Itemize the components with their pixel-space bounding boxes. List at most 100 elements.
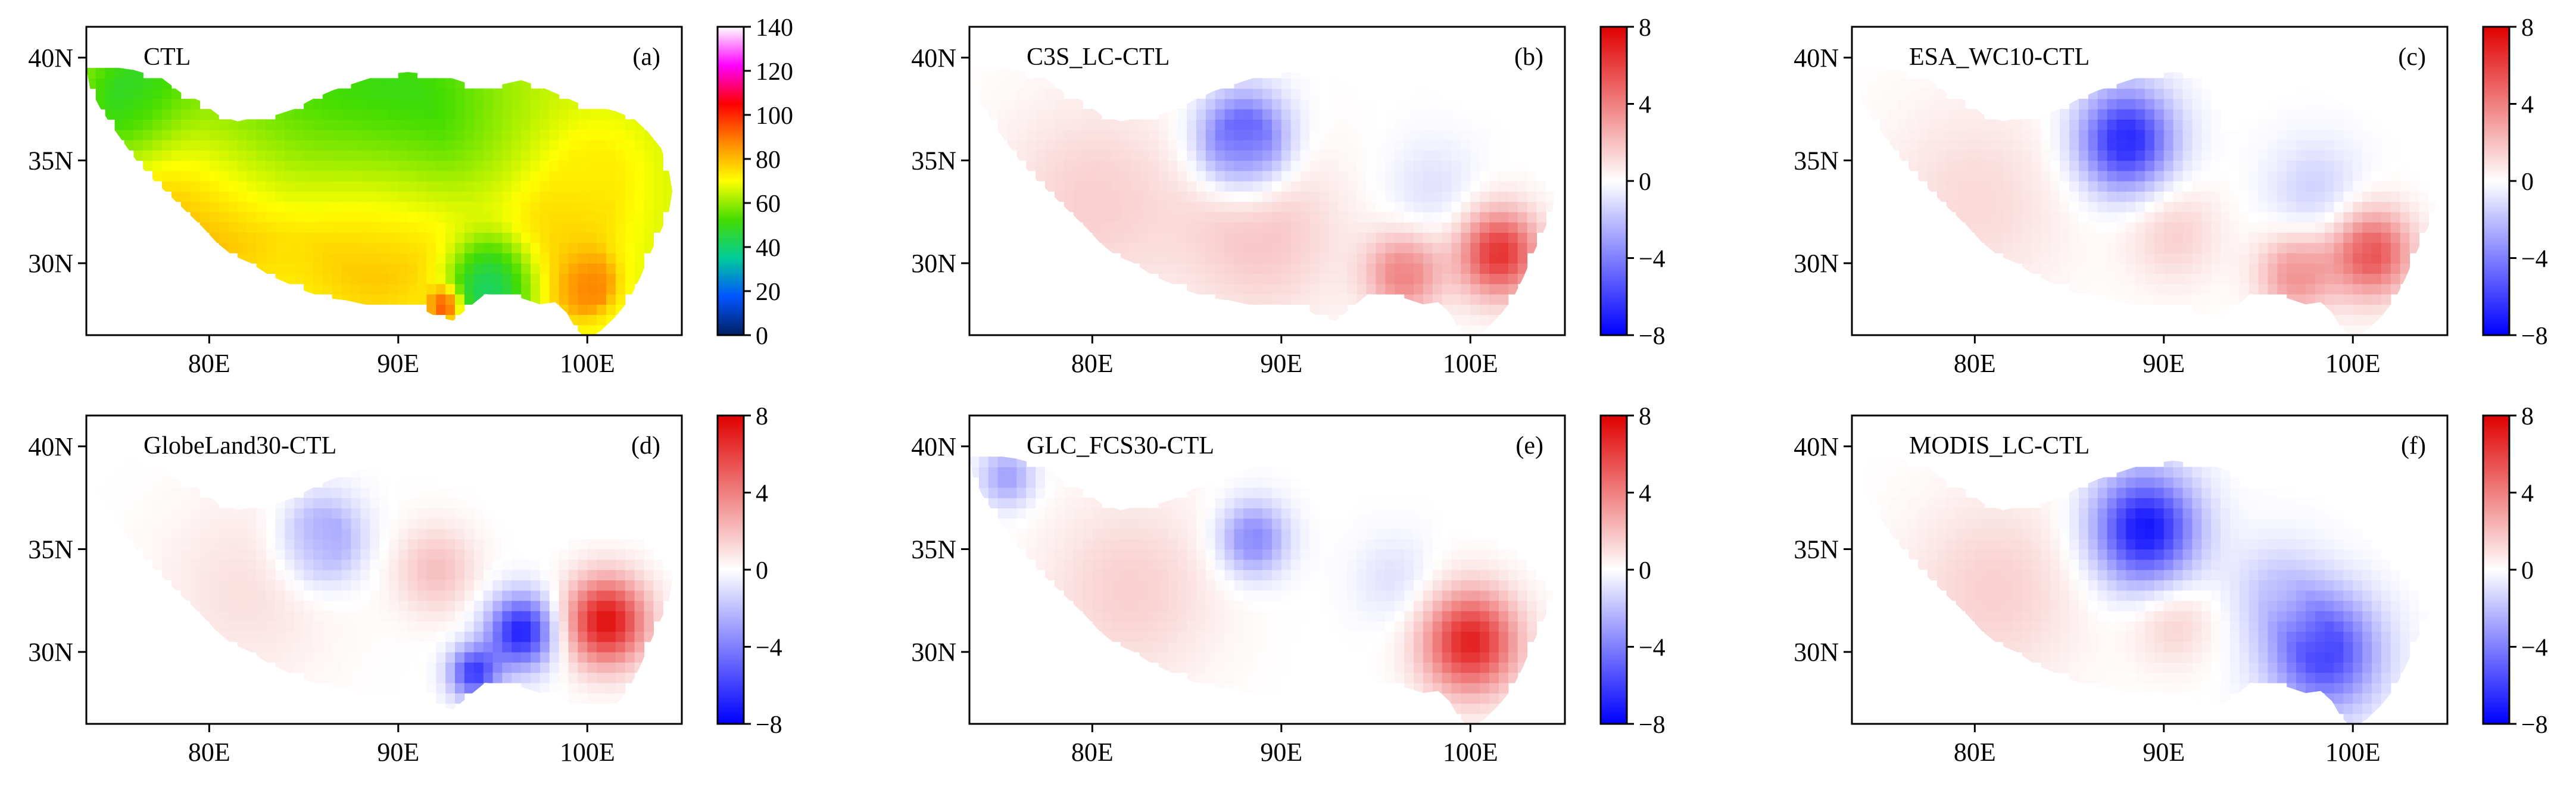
heatmap-cell	[256, 181, 267, 192]
heatmap-cell	[114, 68, 125, 79]
heatmap-cell	[2116, 150, 2126, 161]
heatmap-cell	[370, 580, 380, 591]
heatmap-cell	[2201, 304, 2212, 316]
heatmap-cell	[171, 181, 182, 192]
heatmap-cell	[388, 600, 399, 611]
heatmap-cell	[531, 590, 541, 601]
heatmap-cell	[2173, 78, 2184, 89]
heatmap-cell	[597, 600, 607, 611]
heatmap-cell	[2390, 160, 2401, 171]
heatmap-cell	[2116, 181, 2126, 192]
heatmap-cell	[1356, 211, 1367, 223]
heatmap-cell	[445, 273, 456, 285]
heatmap-cell	[531, 191, 541, 202]
heatmap-cell	[228, 222, 238, 233]
heatmap-cell	[1281, 631, 1292, 642]
heatmap-cell	[473, 88, 484, 99]
heatmap-cell	[322, 98, 333, 110]
heatmap-cell	[615, 150, 626, 161]
heatmap-cell	[1328, 88, 1339, 99]
heatmap-cell	[398, 611, 408, 621]
heatmap-cell	[2353, 314, 2363, 326]
heatmap-cell	[2211, 150, 2221, 161]
heatmap-cell	[455, 652, 465, 663]
heatmap-cell	[1366, 580, 1377, 591]
heatmap-cell	[351, 467, 361, 478]
heatmap-cell	[1536, 211, 1546, 223]
heatmap-cell	[370, 528, 380, 539]
heatmap-cell	[1196, 498, 1206, 508]
heatmap-cell	[313, 119, 323, 130]
heatmap-cell	[464, 682, 475, 694]
heatmap-cell	[1328, 641, 1339, 652]
heatmap-cell	[1139, 201, 1150, 213]
heatmap-cell	[1215, 508, 1225, 519]
heatmap-cell	[1149, 611, 1159, 621]
heatmap-cell	[133, 139, 144, 151]
heatmap-cell	[1489, 109, 1499, 120]
heatmap-cell	[256, 160, 267, 171]
heatmap-cell	[238, 201, 248, 213]
heatmap-cell	[1508, 211, 1518, 223]
heatmap-cell	[1347, 590, 1358, 601]
heatmap-cell	[370, 652, 380, 663]
heatmap-cell	[2305, 263, 2316, 274]
heatmap-cell	[2088, 283, 2098, 295]
heatmap-cell	[105, 88, 116, 99]
heatmap-cell	[1243, 487, 1253, 498]
heatmap-cell	[238, 539, 248, 550]
heatmap-cell	[1149, 528, 1159, 539]
heatmap-cell	[398, 662, 408, 673]
heatmap-cell	[1928, 129, 1938, 140]
heatmap-cell	[1489, 139, 1499, 151]
heatmap-cell	[578, 672, 588, 683]
heatmap-cell	[2192, 129, 2202, 140]
heatmap-cell	[1338, 559, 1348, 570]
heatmap-cell	[1205, 150, 1216, 161]
heatmap-cell	[1187, 252, 1197, 264]
heatmap-cell	[531, 498, 541, 508]
heatmap-cell	[1168, 590, 1178, 601]
heatmap-cell	[219, 549, 229, 560]
heatmap-cell	[1508, 139, 1518, 151]
heatmap-cell	[275, 263, 285, 274]
heatmap-cell	[1215, 181, 1225, 192]
heatmap-cell	[1385, 263, 1395, 274]
heatmap-cell	[1054, 88, 1065, 99]
heatmap-cell	[2239, 293, 2250, 305]
heatmap-cell	[1975, 211, 1985, 223]
heatmap-cell	[559, 611, 569, 621]
heatmap-cell	[247, 191, 257, 202]
heatmap-cell	[1224, 518, 1235, 529]
heatmap-cell	[597, 314, 607, 326]
heatmap-cell	[1527, 191, 1537, 202]
heatmap-cell	[322, 222, 333, 233]
heatmap-cell	[502, 211, 512, 223]
heatmap-cell	[997, 518, 1008, 529]
heatmap-cell	[2315, 129, 2325, 140]
heatmap-cell	[1281, 222, 1292, 233]
heatmap-cell	[285, 498, 295, 508]
y-tick-label: 30N	[1794, 249, 1839, 278]
heatmap-cell	[2221, 129, 2231, 140]
heatmap-cell	[502, 539, 512, 550]
heatmap-cell	[370, 129, 380, 140]
heatmap-cell	[2201, 252, 2212, 264]
heatmap-cell	[2324, 232, 2335, 243]
heatmap-cell	[1385, 273, 1395, 285]
heatmap-cell	[1366, 252, 1377, 264]
heatmap-cell	[351, 129, 361, 140]
heatmap-cell	[162, 518, 172, 529]
heatmap-cell	[1356, 150, 1367, 161]
heatmap-cell	[464, 283, 475, 295]
heatmap-cell	[2060, 129, 2070, 140]
heatmap-cell	[1139, 528, 1150, 539]
heatmap-cell	[1026, 508, 1036, 519]
heatmap-cell	[2258, 222, 2268, 233]
heatmap-cell	[209, 559, 219, 570]
heatmap-cell	[426, 672, 436, 683]
heatmap-cell	[2343, 150, 2353, 161]
heatmap-cell	[978, 68, 989, 79]
heatmap-cell	[322, 559, 333, 570]
heatmap-cell	[483, 580, 494, 591]
